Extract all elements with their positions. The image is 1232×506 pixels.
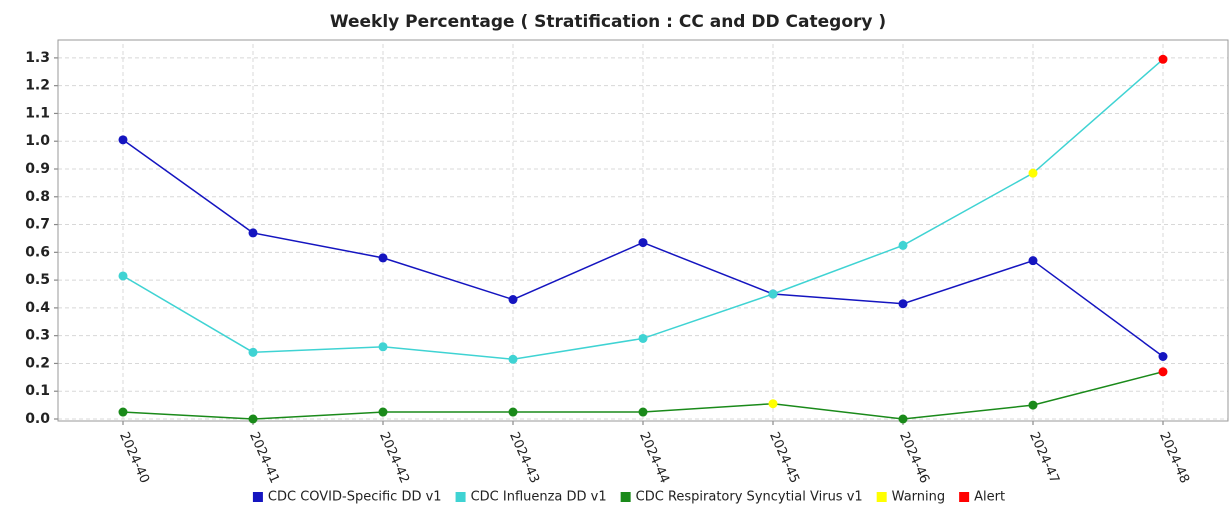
data-point (118, 407, 128, 417)
y-tick-label: 0.2 (25, 355, 50, 371)
y-tick-label: 0.7 (25, 217, 50, 233)
data-point (768, 289, 778, 299)
data-point (508, 295, 518, 305)
data-point (638, 238, 648, 248)
legend-label: CDC COVID-Specific DD v1 (268, 490, 442, 505)
data-point (248, 414, 258, 424)
x-tick-label: 2024-47 (1026, 430, 1062, 486)
data-point (638, 333, 648, 343)
legend-swatch (876, 492, 887, 502)
data-point (508, 354, 518, 364)
y-tick-label: 0.9 (25, 161, 50, 177)
data-point (118, 135, 128, 145)
data-point (248, 347, 258, 357)
legend-label: Warning (892, 490, 945, 505)
x-tick-label: 2024-42 (376, 430, 412, 486)
y-tick-label: 0.1 (25, 383, 50, 399)
data-point (508, 407, 518, 417)
data-point (898, 240, 908, 250)
data-point (378, 407, 388, 417)
y-tick-label: 0.4 (25, 300, 50, 316)
data-point (118, 271, 128, 281)
y-tick-label: 1.2 (25, 78, 50, 94)
data-point (1158, 54, 1168, 64)
x-tick-label: 2024-45 (766, 430, 802, 486)
y-tick-label: 1.1 (25, 105, 50, 121)
data-point (1028, 168, 1038, 178)
y-tick-label: 1.0 (25, 133, 50, 149)
data-point (768, 399, 778, 409)
x-tick-label: 2024-44 (636, 430, 672, 486)
data-point (1028, 256, 1038, 266)
data-point (898, 299, 908, 309)
legend-label: CDC Influenza DD v1 (471, 490, 607, 505)
x-tick-label: 2024-46 (896, 430, 932, 486)
data-point (1028, 400, 1038, 410)
plot-border (57, 39, 1229, 422)
x-tick-label: 2024-48 (1156, 430, 1192, 486)
legend-swatch (620, 492, 631, 502)
legend-swatch (252, 492, 263, 502)
data-point (1158, 367, 1168, 377)
data-point (898, 414, 908, 424)
y-tick-label: 0.0 (25, 411, 50, 427)
data-point (248, 228, 258, 238)
y-tick-label: 0.3 (25, 328, 50, 344)
chart-title: Weekly Percentage ( Stratification : CC … (330, 12, 886, 32)
legend-swatch (455, 492, 466, 502)
y-tick-label: 1.3 (25, 50, 50, 66)
data-point (378, 253, 388, 263)
legend: CDC COVID-Specific DD v1 CDC Influenza DD… (252, 490, 1005, 505)
x-tick-label: 2024-40 (116, 430, 152, 486)
y-tick-label: 0.5 (25, 272, 50, 288)
x-tick-label: 2024-41 (246, 430, 282, 486)
x-tick-label: 2024-43 (506, 430, 542, 486)
series-line (122, 58, 1164, 361)
legend-swatch (959, 492, 970, 502)
data-point (638, 407, 648, 417)
data-point (1158, 352, 1168, 361)
legend-label: Alert (974, 490, 1005, 505)
y-tick-label: 0.6 (25, 244, 50, 260)
legend-label: CDC Respiratory Syncytial Virus v1 (636, 490, 863, 505)
y-tick-label: 0.8 (25, 189, 50, 205)
data-point (378, 342, 388, 352)
